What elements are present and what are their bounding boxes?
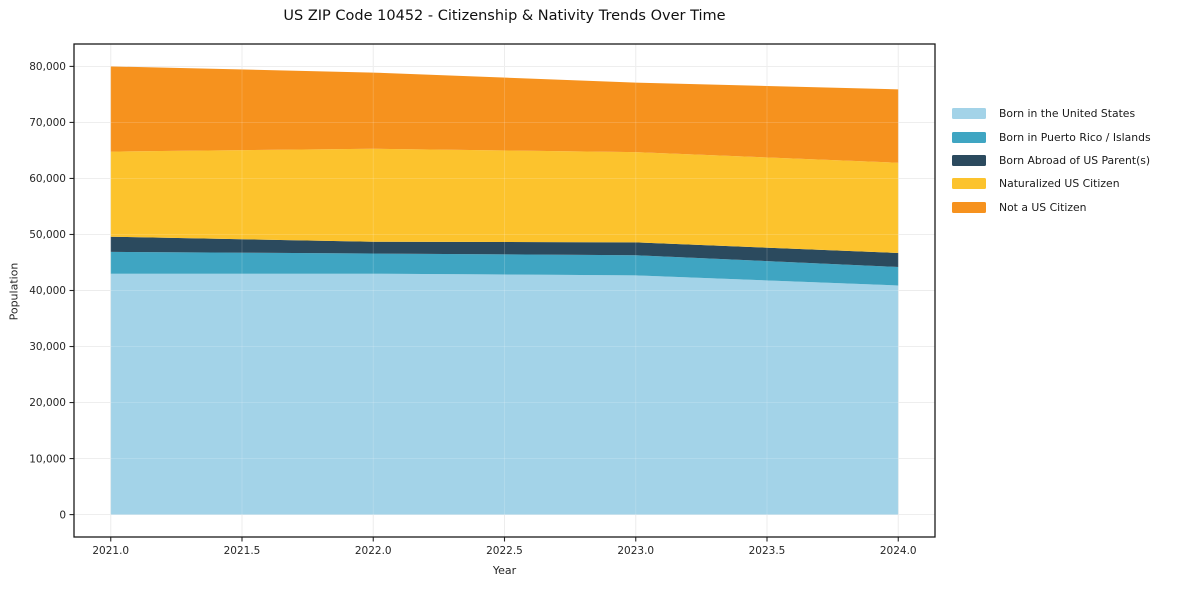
chart-title: US ZIP Code 10452 - Citizenship & Nativi… xyxy=(283,8,726,24)
legend-swatch-naturalized xyxy=(952,178,986,190)
area-series-4 xyxy=(110,66,899,163)
x-tick-label: 2022.0 xyxy=(355,545,392,557)
y-tick-label: 60,000 xyxy=(29,173,66,185)
x-tick-label: 2022.5 xyxy=(486,545,523,557)
legend-swatch-born-us xyxy=(952,108,986,120)
x-tick-label: 2023.5 xyxy=(749,545,786,557)
legend-swatch-born-pr-islands xyxy=(952,131,986,143)
legend-item: Born in Puerto Rico / Islands xyxy=(952,125,1151,148)
plot-frame xyxy=(73,43,936,538)
legend-item: Not a US Citizen xyxy=(952,196,1151,219)
y-tick-label: 70,000 xyxy=(29,117,66,129)
x-tick-label: 2023.0 xyxy=(617,545,654,557)
x-tick-label: 2021.5 xyxy=(224,545,261,557)
y-tick-label: 10,000 xyxy=(29,453,66,465)
x-tick-label: 2021.0 xyxy=(92,545,129,557)
legend-swatch-not-citizen xyxy=(952,201,986,213)
legend-item: Born in the United States xyxy=(952,102,1151,125)
x-axis-label: Year xyxy=(492,564,517,577)
legend-item: Born Abroad of US Parent(s) xyxy=(952,149,1151,172)
legend: Born in the United States Born in Puerto… xyxy=(952,102,1151,219)
area-series-0 xyxy=(110,273,899,515)
legend-label: Born in the United States xyxy=(999,107,1136,121)
y-tick-label: 40,000 xyxy=(29,285,66,297)
area-series-1 xyxy=(110,251,899,286)
area-series-3 xyxy=(110,148,899,253)
legend-label: Born in Puerto Rico / Islands xyxy=(999,130,1151,144)
area-series-2 xyxy=(110,236,899,267)
y-tick-label: 80,000 xyxy=(29,61,66,73)
legend-label: Born Abroad of US Parent(s) xyxy=(999,153,1151,167)
legend-swatch-born-abroad xyxy=(952,154,986,166)
y-tick-label: 0 xyxy=(59,509,66,521)
y-tick-label: 20,000 xyxy=(29,397,66,409)
legend-item: Naturalized US Citizen xyxy=(952,172,1151,195)
x-tick-label: 2024.0 xyxy=(880,545,917,557)
legend-label: Naturalized US Citizen xyxy=(999,177,1120,191)
legend-label: Not a US Citizen xyxy=(999,200,1087,214)
y-tick-label: 50,000 xyxy=(29,229,66,241)
y-axis-label: Population xyxy=(7,262,21,321)
y-tick-label: 30,000 xyxy=(29,341,66,353)
